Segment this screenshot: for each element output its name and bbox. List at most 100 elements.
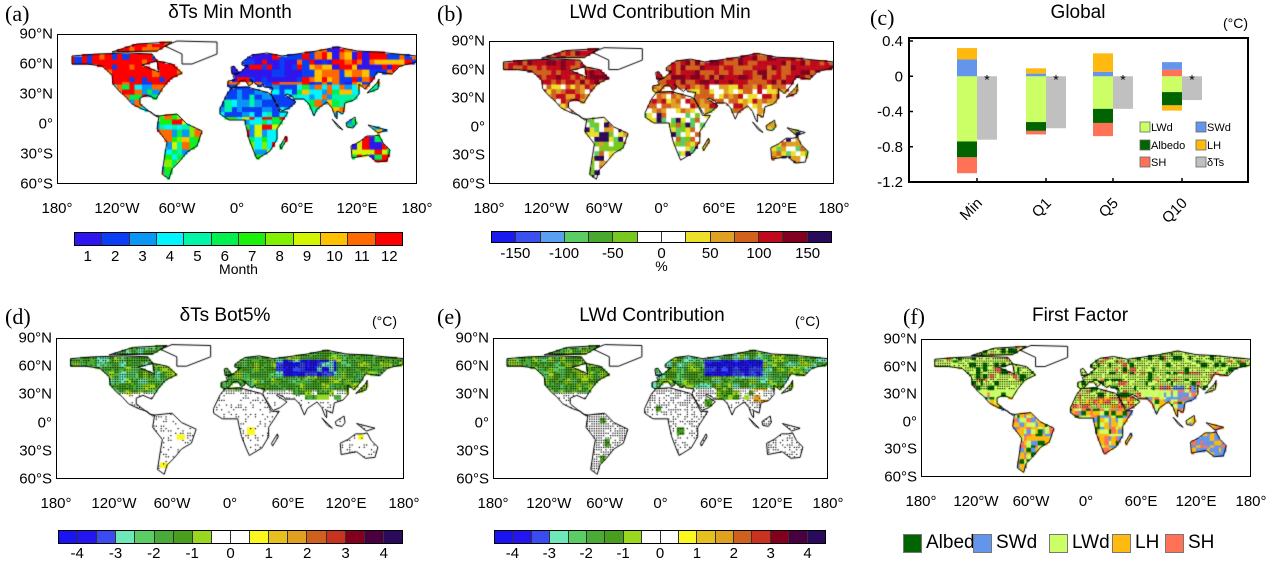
colorbar-label: -2 [579, 545, 593, 562]
colorbar-swatch [154, 531, 174, 543]
significance-marker: * [1189, 71, 1195, 87]
panel-label-f: (f) [903, 304, 925, 329]
colorbar-label: 4 [165, 248, 175, 265]
colorbar-label: -3 [542, 545, 556, 562]
colorbar-label: 50 [701, 245, 719, 262]
colorbar-swatch [348, 233, 376, 245]
colorbar-label: 6 [220, 248, 229, 265]
lon-tick-label: 0° [654, 200, 669, 217]
colorbar-swatch [211, 531, 231, 543]
chart-frame [908, 37, 1249, 183]
bar-sh-min [957, 157, 977, 174]
bar-dts-q10 [1182, 76, 1202, 101]
lat-tick-label: 30°S [884, 440, 917, 458]
legend-label: Albedo [1151, 140, 1185, 152]
bar-swd-q5 [1093, 71, 1113, 77]
significance-marker: * [984, 71, 990, 87]
colorbar-swatch [759, 232, 784, 242]
colorbar-swatch [307, 531, 327, 543]
colorbar-swatch [752, 531, 771, 543]
bar-swd-q1 [1026, 73, 1046, 77]
lat-tick-label: 90°N [451, 32, 485, 50]
colorbar-swatch [326, 531, 346, 543]
lon-tick-label: 180° [812, 495, 844, 512]
lon-tick-label: 180° [477, 495, 509, 512]
colorbar-label: 2 [729, 545, 738, 562]
colorbar-swatch [293, 233, 321, 245]
colorbar-label: 2 [110, 248, 120, 265]
colorbar-swatch [230, 531, 251, 543]
lat-tick-label: 90°N [18, 329, 52, 347]
legend-label: LWd [1072, 532, 1110, 553]
y-tick-label: 0 [895, 68, 903, 85]
colorbar-swatch [97, 531, 117, 543]
legend-swatch-lh [1112, 534, 1131, 553]
colorbar-label: 100 [746, 245, 772, 262]
legend-label: δTs [1207, 157, 1225, 169]
x-tick-label: Q1 [1029, 195, 1055, 221]
lon-tick-label: 180° [818, 200, 850, 217]
colorbar-swatch [623, 531, 643, 543]
lon-tick-label: 120°E [1175, 493, 1217, 510]
legend-swatch-lwd [1049, 534, 1068, 553]
map-frame-a [57, 34, 417, 184]
lat-tick-label: 30°S [19, 442, 52, 460]
colorbar-swatch [637, 232, 662, 242]
colorbar-swatch [345, 531, 365, 543]
colorbar-label: 0 [655, 545, 665, 562]
bar-dts-min [977, 76, 997, 140]
colorbar-swatch [734, 232, 760, 242]
significance-marker: * [1120, 71, 1126, 87]
lat-tick-label: 60°N [18, 357, 52, 375]
bar-dts-q5 [1113, 76, 1133, 109]
x-tick-label: Min [957, 195, 986, 224]
bar-lh-min [957, 48, 977, 60]
lon-tick-label: 60°E [702, 200, 736, 217]
bar-albedo-min [957, 141, 977, 158]
colorbar-swatch [783, 232, 808, 242]
lat-tick-label: 30°N [19, 85, 53, 103]
x-tick-label: Q5 [1096, 195, 1122, 221]
colorbar-unit: % [655, 258, 668, 274]
colorbar-label: 4 [379, 545, 388, 562]
lat-tick-label: 60°S [456, 470, 489, 488]
colorbar-label: -150 [500, 245, 531, 262]
legend-label: SWd [996, 532, 1038, 553]
lat-tick-label: 0° [474, 414, 489, 432]
lat-tick-label: 0° [38, 115, 53, 133]
panel-label-e: (e) [437, 304, 462, 329]
map-a [57, 34, 417, 184]
colorbar-swatch [78, 531, 98, 543]
lon-tick-label: 180° [1235, 493, 1267, 510]
colorbar-swatch [613, 232, 638, 242]
colorbar-swatch [269, 531, 289, 543]
map-d [56, 338, 404, 479]
colorbar-swatch [516, 232, 541, 242]
lat-tick-label: 60°N [455, 357, 489, 375]
colorbar-label: 2 [302, 545, 312, 562]
colorbar-label: 3 [341, 545, 350, 562]
colorbar-swatch [715, 531, 735, 543]
legend-swatch-albedo [903, 534, 922, 553]
y-tick-label: 0.4 [882, 33, 903, 50]
colorbar-label: -4 [70, 545, 84, 562]
colorbar-swatch [678, 531, 698, 543]
lon-tick-label: 120°E [751, 495, 793, 512]
colorbar-swatch [492, 232, 517, 242]
colorbar-label: 1 [83, 248, 92, 265]
lat-tick-label: 30°S [452, 146, 485, 164]
panel-title-e: LWd Contribution [579, 305, 725, 326]
legend-label: SWd [1207, 122, 1231, 134]
lat-tick-label: 30°S [20, 145, 53, 163]
legend-swatch-lwd [1139, 121, 1151, 133]
y-tick-label: -1.2 [877, 174, 903, 191]
colorbar-label: 10 [326, 248, 343, 265]
panel-title-a: δTs Min Month [168, 2, 292, 23]
map-b [489, 41, 834, 184]
lat-tick-label: 0° [37, 414, 52, 432]
bar-sh-q5 [1093, 122, 1113, 137]
lon-tick-label: 180° [905, 493, 937, 510]
colorbar-label: 7 [248, 248, 257, 265]
bar-lh-q1 [1026, 68, 1046, 74]
lon-tick-label: 120°W [953, 493, 999, 510]
